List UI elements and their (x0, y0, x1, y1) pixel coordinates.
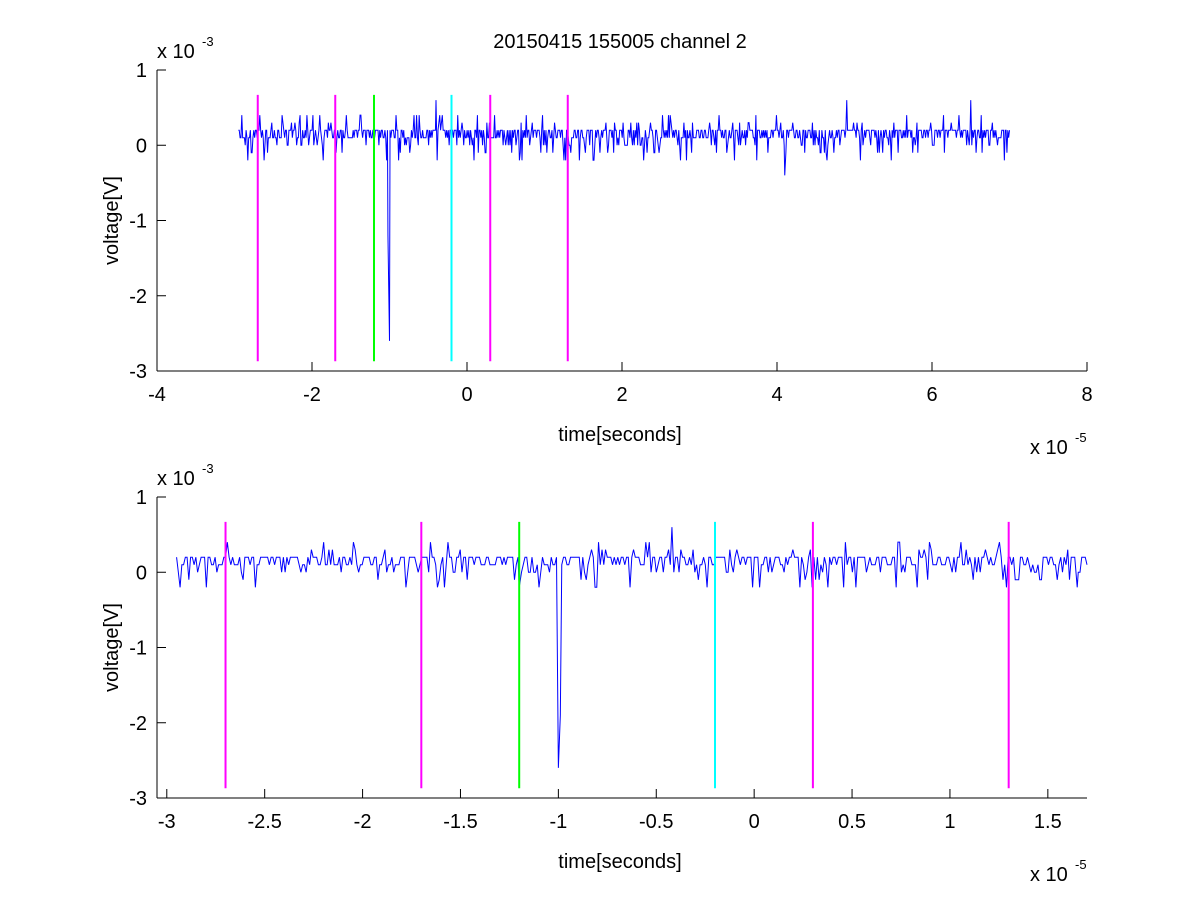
bottom-plot: 1 0 -1 -2 -3 -3 -2.5 -2 -1.5 -1 -0.5 0 0.5 1 1.5 time[s… (101, 461, 1088, 886)
y-tick-label: -2 (129, 286, 147, 308)
y-tick-label: -1 (129, 638, 147, 660)
x-tick-label: 1.5 (1034, 811, 1062, 833)
x-exponent-power: -5 (1075, 430, 1087, 445)
x-tick-label: -0.5 (639, 811, 673, 833)
x-tick-label: 0 (461, 384, 472, 406)
x-exponent-label: x 10 (1030, 437, 1068, 459)
y-tick-label: -3 (129, 361, 147, 383)
y-tick-label: 1 (136, 60, 147, 82)
signal-line (176, 527, 1088, 768)
y-tick-label: -2 (129, 713, 147, 735)
y-exponent-power: -3 (202, 34, 214, 49)
x-tick-label: -2 (303, 384, 321, 406)
x-tick-label: -4 (148, 384, 166, 406)
x-tick-label: 2 (616, 384, 627, 406)
x-tick-label: -1 (549, 811, 567, 833)
x-exponent-label: x 10 (1030, 864, 1068, 886)
x-tick-label: 6 (926, 384, 937, 406)
x-tick-label: -2.5 (247, 811, 281, 833)
y-tick-label: -3 (129, 788, 147, 810)
x-tick-label: 0.5 (838, 811, 866, 833)
y-exponent-label: x 10 (157, 468, 195, 490)
y-tick-label: 1 (136, 487, 147, 509)
x-tick-label: -3 (158, 811, 176, 833)
figure-title: 20150415 155005 channel 2 (493, 31, 747, 53)
y-exponent-label: x 10 (157, 41, 195, 63)
x-exponent-power: -5 (1075, 857, 1087, 872)
x-axis-label: time[seconds] (558, 851, 681, 873)
x-tick-label: 1 (944, 811, 955, 833)
x-tick-label: -2 (354, 811, 372, 833)
x-axis-label: time[seconds] (558, 424, 681, 446)
x-tick-label: 8 (1081, 384, 1092, 406)
y-tick-label: 0 (136, 135, 147, 157)
y-tick-label: -1 (129, 211, 147, 233)
x-tick-label: 0 (749, 811, 760, 833)
top-plot: 10-1-2-3-4 -2 0 2 4 6 8time[seconds]voltage[V]… (101, 34, 1093, 459)
x-tick-label: 4 (771, 384, 782, 406)
y-axis-label: voltage[V] (101, 176, 123, 265)
x-tick-label: -1.5 (443, 811, 477, 833)
signal-line (238, 100, 1010, 341)
y-exponent-power: -3 (202, 461, 214, 476)
y-axis-label: voltage[V] (101, 603, 123, 692)
y-tick-label: 0 (136, 562, 147, 584)
